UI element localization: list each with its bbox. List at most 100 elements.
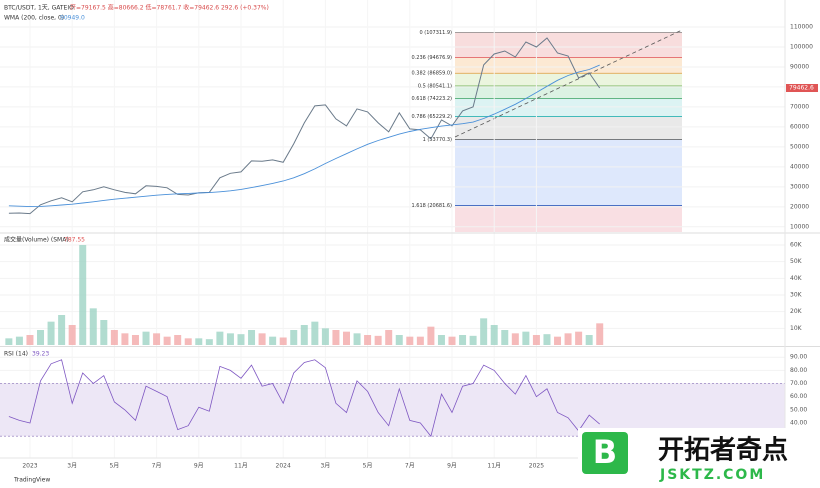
fib-zone (455, 57, 682, 74)
y-tick-label: 60K (790, 242, 803, 249)
rsi-band (0, 383, 785, 437)
volume-bar (437, 335, 445, 345)
x-tick-label: 3月 (67, 463, 77, 470)
volume-bar (448, 336, 456, 345)
y-tick-label: 80.00 (790, 367, 807, 374)
logo (582, 432, 628, 474)
x-tick-label: 7月 (405, 463, 415, 470)
price-line (8, 37, 601, 215)
watermark: B 开拓者奇点 JSKTZ.COM (578, 428, 820, 488)
volume-bar (342, 331, 350, 345)
ma-last: 90949.0 (60, 15, 85, 22)
volume-bar (216, 331, 224, 345)
y-tick-label: 10K (790, 325, 803, 332)
fib-zone (455, 116, 682, 140)
volume-bar (26, 335, 34, 345)
volume-bar (258, 333, 266, 345)
volume-bar (480, 318, 488, 345)
volume-bar (226, 333, 234, 345)
fib-label: 0.5 (80541.1) (418, 83, 452, 89)
chart-layer: 1000020000300004000050000600007000080000… (0, 23, 818, 470)
y-tick-label: 50000 (790, 143, 809, 150)
volume-bar (501, 330, 509, 345)
volume-bar (585, 335, 593, 345)
volume-bar (459, 335, 467, 345)
volume-bar (110, 330, 118, 345)
y-tick-label: 60000 (790, 123, 809, 130)
x-tick-label: 9月 (194, 463, 204, 470)
rsi-last: 39.23 (32, 351, 49, 358)
volume-bar (522, 331, 530, 345)
volume-bar (142, 331, 150, 345)
volume-bar (269, 336, 277, 345)
ma-line (8, 64, 600, 208)
volume-bar (131, 335, 139, 345)
volume-bar (353, 333, 361, 345)
volume-bar (100, 320, 108, 345)
volume-bar (385, 330, 393, 345)
volume-bar (332, 330, 340, 345)
fib-zone (455, 139, 682, 206)
watermark-url: JSKTZ.COM (659, 467, 765, 483)
y-tick-label: 50.00 (790, 406, 807, 413)
fib-label: 0.786 (65229.2) (412, 114, 453, 120)
y-tick-label: 60.00 (790, 393, 807, 400)
watermark-name: 开拓者奇点 (658, 435, 788, 466)
rsi-line (8, 359, 600, 438)
volume-bar (596, 323, 604, 345)
x-tick-label: 2023 (22, 463, 37, 470)
fib-zone (455, 85, 682, 99)
y-tick-label: 30K (790, 292, 803, 299)
fib-label: 1.618 (20681.6) (412, 203, 453, 209)
logo-letter: B (593, 433, 617, 471)
volume-bar (395, 335, 403, 345)
volume-bar (321, 328, 329, 345)
volume-bar (564, 333, 572, 345)
fib-label: 0.618 (74223.2) (412, 96, 453, 102)
symbol-title: BTC/USDT, 1天, GATEIO (4, 5, 74, 12)
volume-bar (121, 333, 129, 345)
volume-bar (237, 334, 245, 345)
y-tick-label: 100000 (790, 43, 813, 50)
volume-bar (300, 325, 308, 345)
volume-bar (89, 308, 97, 345)
volume-bar (374, 335, 382, 345)
volume-bar (416, 336, 424, 345)
ohlc: 开=79167.5 高=80666.2 低=78761.7 收=79462.6 … (70, 4, 269, 12)
volume-bar (195, 338, 203, 345)
volume-last: 787.55 (64, 237, 85, 244)
x-tick-label: 9月 (447, 463, 457, 470)
volume-bar (174, 335, 182, 345)
y-tick-label: 50K (790, 258, 803, 265)
volume-bar (364, 335, 372, 345)
volume-bar (575, 331, 583, 345)
volume-bar (68, 325, 76, 345)
rsi-legend: RSI (14) (4, 351, 28, 358)
volume-bar (37, 330, 45, 345)
fib-label: 0 (107311.9) (419, 30, 452, 36)
fib-zone (455, 73, 682, 86)
volume-bar (511, 333, 519, 345)
x-tick-label: 5月 (109, 463, 119, 470)
footer-brand: TradingView (13, 477, 50, 484)
fib-zone (455, 98, 682, 117)
price-tag (786, 84, 818, 93)
x-tick-label: 11月 (487, 463, 501, 470)
volume-bar (406, 336, 414, 345)
y-tick-label: 70000 (790, 103, 809, 110)
volume-bar (311, 321, 319, 345)
fib-zone (455, 32, 682, 58)
volume-bar (543, 334, 551, 345)
volume-bar (279, 337, 287, 345)
x-tick-label: 11月 (234, 463, 248, 470)
volume-bar (58, 315, 66, 345)
fib-label: 1 (53770.3) (423, 137, 452, 143)
y-tick-label: 110000 (790, 23, 813, 30)
y-tick-label: 20K (790, 308, 803, 315)
volume-legend: 成交量(Volume) (SMA) (4, 236, 69, 244)
fib-label: 0.382 (86859.0) (412, 71, 453, 77)
volume-bar (554, 336, 562, 345)
y-tick-label: 10000 (790, 223, 809, 230)
fib-zone (455, 205, 682, 232)
